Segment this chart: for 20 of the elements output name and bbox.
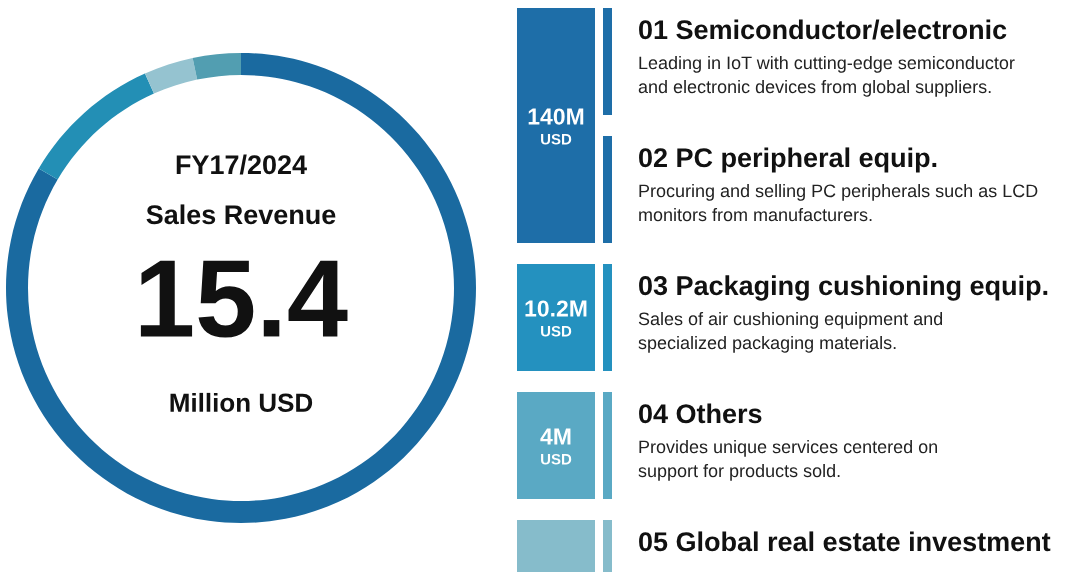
- text: 140M USD: [528, 108, 584, 145]
- category-label: 03 Packaging cushioning equip.: [639, 275, 1048, 301]
- donut-slice: [144, 58, 198, 94]
- text: Sales of air cushioning equipment and specialized packaging materials.: [638, 312, 943, 353]
- donut-slice: [6, 53, 476, 523]
- text: 4M USD: [540, 428, 572, 465]
- category-label: 02 PC peripheral equip.: [639, 147, 937, 173]
- text: Procuring and selling PC peripherals such as LCD monitors from manufacturers.: [639, 184, 1038, 222]
- text: FY17/2024: [176, 154, 307, 175]
- text: 10.2M USD: [525, 300, 587, 337]
- text: Provides unique services centered on support for products sold.: [638, 440, 937, 481]
- text: Leading in IoT with cutting-edge semiconductor and electronic devices from global suppliers.: [638, 56, 1015, 97]
- donut-slice: [38, 73, 154, 180]
- text: Million USD: [170, 392, 313, 412]
- text: Sales Revenue: [146, 204, 336, 225]
- category-label: 05 Global real estate investment: [639, 531, 1051, 552]
- donut-slice: [192, 53, 241, 80]
- category-label: 01 Semiconductor/electronic: [639, 19, 1007, 40]
- text: 15.4: [140, 260, 348, 338]
- category-label: 04 Others: [639, 403, 762, 424]
